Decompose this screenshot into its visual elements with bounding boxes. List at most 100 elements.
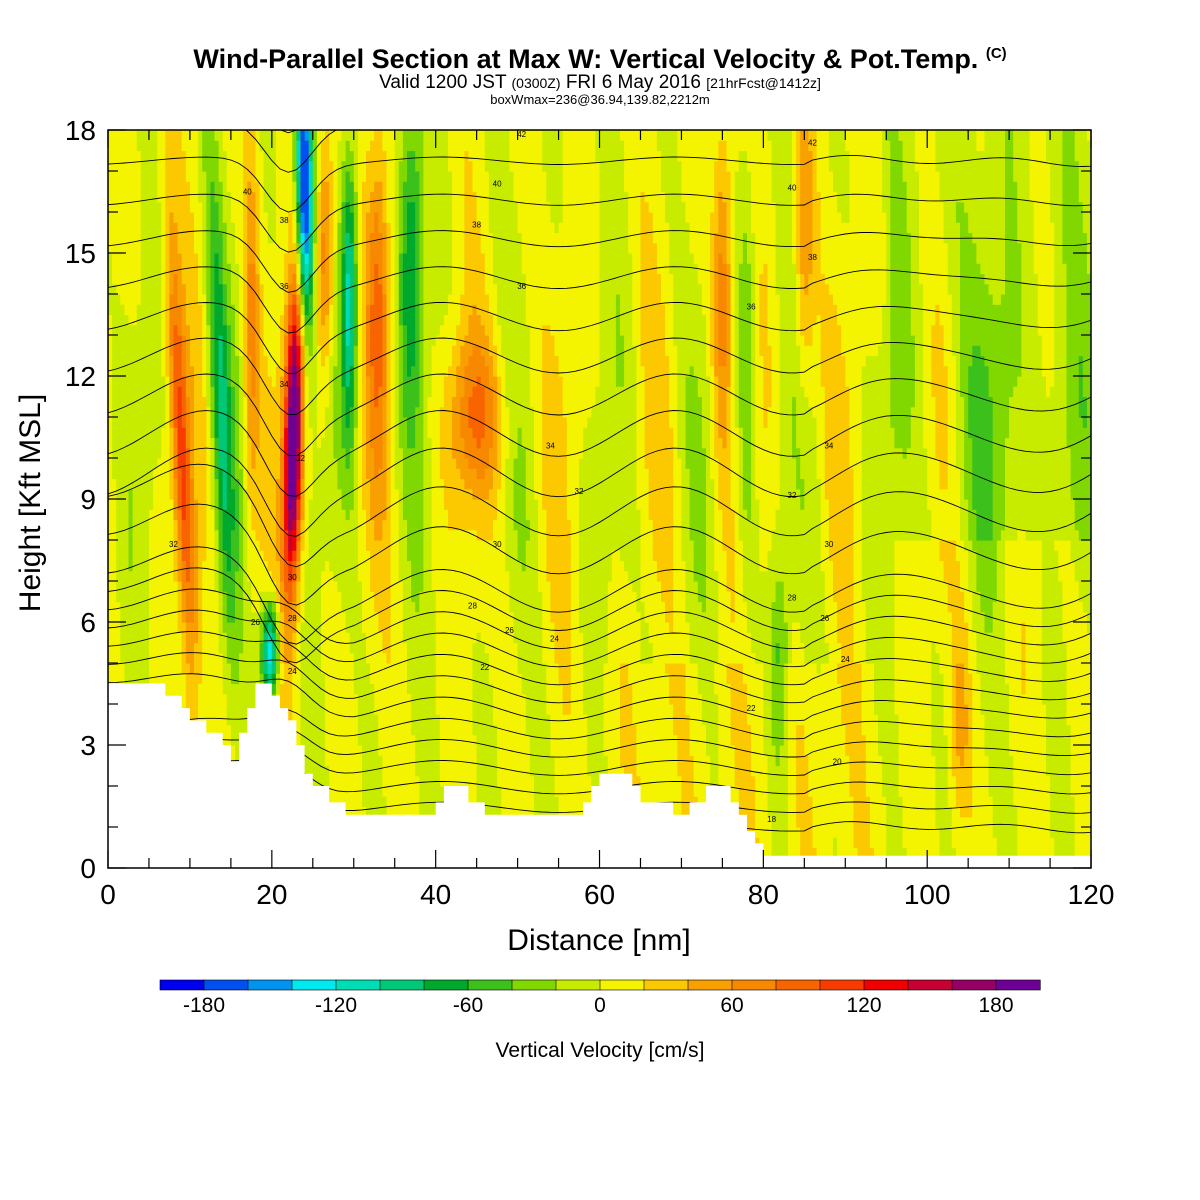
- field-cell: [267, 417, 273, 428]
- field-cell: [181, 314, 187, 326]
- field-cell: [296, 642, 302, 654]
- field-cell: [132, 529, 138, 541]
- field-cell: [271, 447, 277, 459]
- field-cell: [378, 724, 383, 736]
- field-cell: [333, 263, 338, 275]
- field-cell: [374, 150, 379, 162]
- field-cell: [140, 304, 146, 316]
- field-cell: [382, 765, 388, 777]
- field-cell: [345, 191, 351, 203]
- field-cell: [337, 324, 343, 336]
- field-cell: [325, 509, 330, 521]
- field-cell: [341, 355, 347, 367]
- field-cell: [316, 417, 322, 428]
- field-cell: [374, 806, 379, 818]
- field-cell: [206, 294, 211, 305]
- field-cell: [312, 529, 318, 541]
- field-cell: [210, 683, 216, 695]
- field-cell: [222, 540, 228, 551]
- field-cell: [218, 386, 224, 398]
- field-cell: [140, 314, 146, 326]
- field-cell: [263, 437, 269, 449]
- field-cell: [165, 324, 170, 336]
- field-cell: [321, 304, 326, 316]
- field-cell: [112, 273, 117, 285]
- field-cell: [157, 611, 162, 623]
- field-cell: [329, 591, 334, 603]
- field-cell: [165, 632, 170, 644]
- field-cell: [288, 458, 293, 469]
- field-cell: [181, 683, 187, 695]
- field-cell: [357, 540, 363, 551]
- field-cell: [378, 806, 383, 818]
- field-cell: [173, 150, 179, 162]
- field-cell: [349, 488, 355, 500]
- field-cell: [333, 529, 338, 541]
- field-cell: [214, 591, 220, 603]
- field-cell: [329, 642, 334, 654]
- field-cell: [247, 499, 252, 510]
- field-cell: [345, 355, 351, 367]
- field-cell: [165, 601, 170, 613]
- field-cell: [304, 171, 310, 182]
- field-cell: [374, 140, 379, 152]
- field-cell: [161, 591, 166, 603]
- field-cell: [169, 335, 175, 346]
- field-cell: [275, 345, 281, 357]
- field-cell: [214, 611, 220, 623]
- field-cell: [153, 642, 158, 654]
- field-cell: [185, 437, 191, 449]
- field-cell: [378, 529, 383, 541]
- field-cell: [116, 570, 121, 582]
- field-cell: [271, 304, 277, 316]
- field-cell: [194, 642, 199, 654]
- field-cell: [222, 232, 228, 244]
- field-cell: [194, 273, 199, 285]
- field-cell: [210, 560, 216, 572]
- field-cell: [161, 601, 166, 613]
- field-cell: [124, 345, 130, 357]
- field-cell: [157, 591, 162, 603]
- field-cell: [325, 724, 330, 736]
- field-cell: [284, 570, 289, 582]
- field-cell: [255, 232, 261, 244]
- field-cell: [349, 253, 355, 264]
- field-cell: [108, 181, 113, 193]
- field-cell: [230, 632, 236, 644]
- field-cell: [312, 191, 318, 203]
- field-cell: [210, 509, 216, 521]
- field-cell: [239, 529, 244, 541]
- field-cell: [161, 314, 166, 326]
- field-cell: [153, 540, 158, 551]
- field-cell: [218, 263, 224, 275]
- field-cell: [259, 253, 265, 264]
- field-cell: [378, 642, 383, 654]
- field-cell: [259, 140, 265, 152]
- field-cell: [136, 222, 142, 234]
- field-cell: [308, 345, 314, 357]
- field-cell: [353, 745, 359, 756]
- field-cell: [333, 550, 338, 562]
- field-cell: [120, 314, 125, 326]
- field-cell: [292, 417, 297, 428]
- field-cell: [128, 376, 134, 387]
- field-cell: [194, 478, 199, 490]
- field-cell: [157, 560, 162, 572]
- field-cell: [230, 140, 236, 152]
- field-cell: [112, 642, 117, 654]
- field-cell: [144, 622, 150, 633]
- field-cell: [280, 488, 285, 500]
- field-cell: [271, 201, 277, 213]
- field-cell: [271, 601, 277, 613]
- field-cell: [292, 294, 297, 305]
- field-cell: [366, 673, 371, 685]
- field-cell: [382, 406, 388, 418]
- field-cell: [120, 570, 125, 582]
- field-cell: [267, 242, 273, 254]
- field-cell: [333, 488, 338, 500]
- field-cell: [304, 704, 310, 715]
- field-cell: [345, 140, 351, 152]
- field-cell: [243, 376, 248, 387]
- field-cell: [144, 570, 150, 582]
- field-cell: [382, 253, 388, 264]
